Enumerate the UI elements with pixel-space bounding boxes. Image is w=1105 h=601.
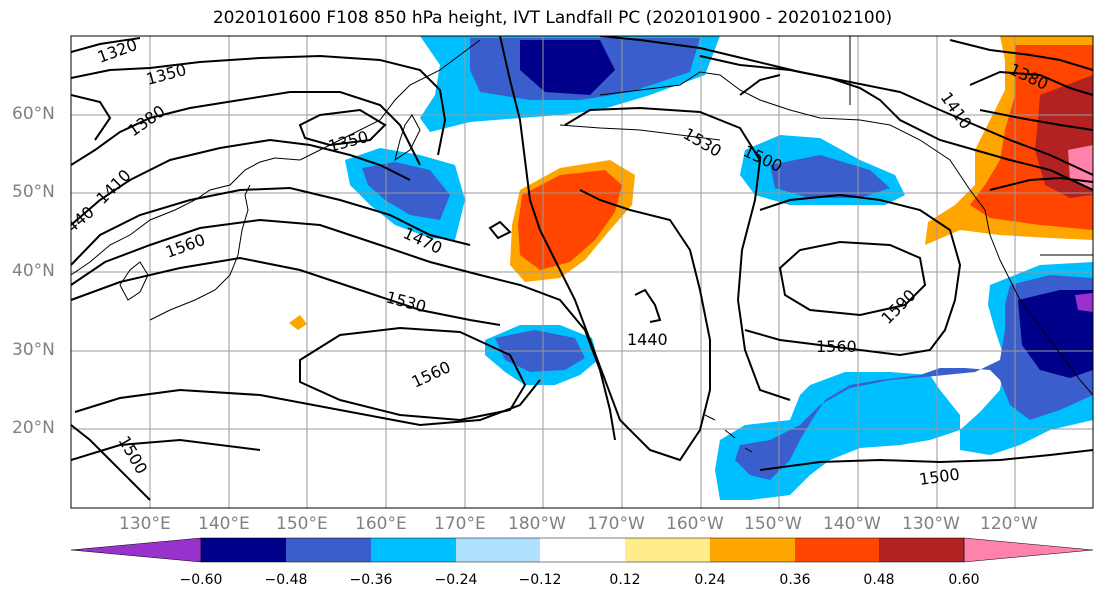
colorbar-tick-label: −0.60	[179, 572, 223, 588]
coast-north-america	[989, 234, 1093, 396]
coast-kamchatka	[394, 114, 421, 162]
colorbar-arrow-left	[70, 537, 202, 563]
coast-asia	[71, 39, 481, 276]
purple-region-california	[1075, 293, 1093, 312]
blue-region-north-dark	[520, 40, 615, 95]
colorbar	[70, 537, 1094, 563]
lon-label: 160°E	[355, 514, 407, 534]
blue-region-gulf-mid	[770, 155, 890, 198]
lon-label: 130°W	[902, 514, 960, 534]
colorbar-tick-label: −0.12	[518, 572, 562, 588]
colorbar-swatch	[710, 538, 795, 562]
colorbar-tick-label: 0.60	[948, 572, 980, 588]
colorbar-tick-label: 0.36	[779, 572, 811, 588]
colorbar-swatch	[879, 538, 964, 562]
colorbar-arrow-right	[963, 537, 1094, 563]
colorbar-tick-label: −0.24	[434, 572, 478, 588]
lon-label: 170°W	[587, 514, 645, 534]
lat-label: 50°N	[12, 182, 55, 202]
lon-label: 130°E	[119, 514, 171, 534]
coast-alaska	[599, 71, 991, 236]
contour-label: 1560	[816, 337, 857, 356]
coastlines	[71, 36, 1093, 453]
lon-label: 160°W	[666, 514, 724, 534]
colorbar-tick-label: 0.24	[694, 572, 726, 588]
orange-spot-west	[289, 315, 307, 330]
lon-label: 150°E	[276, 514, 328, 534]
height-contours	[71, 36, 1093, 501]
coast-aleutians	[559, 124, 721, 141]
darkblue-region-california	[1018, 290, 1093, 378]
colorbar-swatch	[795, 538, 879, 562]
colorbar-swatch	[456, 538, 540, 562]
coast-japan	[149, 184, 251, 321]
lon-label: 170°E	[434, 514, 486, 534]
colorbar-swatch	[625, 538, 710, 562]
colorbar-swatch	[540, 538, 625, 562]
lat-label: 60°N	[12, 104, 55, 124]
map-area: 1320 1350 1380 1410 1440 1470 1500 1530 …	[71, 36, 1093, 508]
lat-label: 40°N	[12, 261, 55, 281]
colorbar-tick-label: 0.12	[609, 572, 641, 588]
lon-label: 140°W	[823, 514, 881, 534]
blue-region-california-mid	[735, 275, 1093, 480]
map-frame	[70, 35, 1094, 509]
colorbar-swatch	[201, 538, 286, 562]
map-title: 2020101600 F108 850 hPa height, IVT Land…	[212, 8, 893, 28]
lat-label: 20°N	[12, 418, 55, 438]
blue-region-california	[715, 262, 1093, 500]
lon-label: 180°W	[508, 514, 566, 534]
lon-label: 150°W	[744, 514, 802, 534]
lon-label: 140°E	[198, 514, 250, 534]
colorbar-swatch	[286, 538, 371, 562]
colorbar-tick-label: −0.36	[349, 572, 393, 588]
red-region-dateline	[518, 170, 622, 270]
colorbar-swatch	[371, 538, 456, 562]
contour-label: 1440	[627, 330, 668, 349]
coast-hawaii	[704, 414, 753, 453]
lon-label: 120°W	[980, 514, 1038, 534]
lat-label: 30°N	[12, 340, 55, 360]
colorbar-tick-label: −0.48	[264, 572, 308, 588]
colorbar-tick-label: 0.48	[863, 572, 895, 588]
blue-region-kamchatka-mid	[362, 162, 450, 220]
